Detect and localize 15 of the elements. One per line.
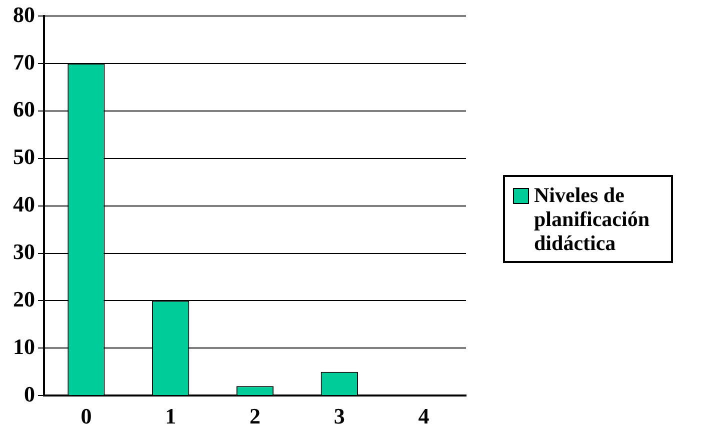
y-tick-label: 60 — [13, 96, 35, 122]
y-tick-label: 0 — [24, 381, 35, 406]
x-tick-label: 4 — [418, 403, 430, 428]
y-tick-label: 40 — [13, 192, 35, 217]
y-tick-label: 20 — [13, 286, 35, 312]
x-tick-label: 2 — [250, 403, 260, 428]
y-tick-label: 50 — [13, 144, 35, 170]
y-tick-label: 70 — [13, 49, 35, 74]
x-tick-label: 3 — [334, 403, 345, 428]
y-tick-label: 80 — [13, 2, 35, 27]
y-tick-label: 10 — [13, 334, 35, 359]
x-tick-label: 1 — [165, 403, 176, 428]
y-tick-label: 30 — [13, 239, 35, 264]
legend-label: Niveles de planificación didáctica — [534, 183, 651, 255]
x-tick-label: 0 — [80, 403, 92, 428]
